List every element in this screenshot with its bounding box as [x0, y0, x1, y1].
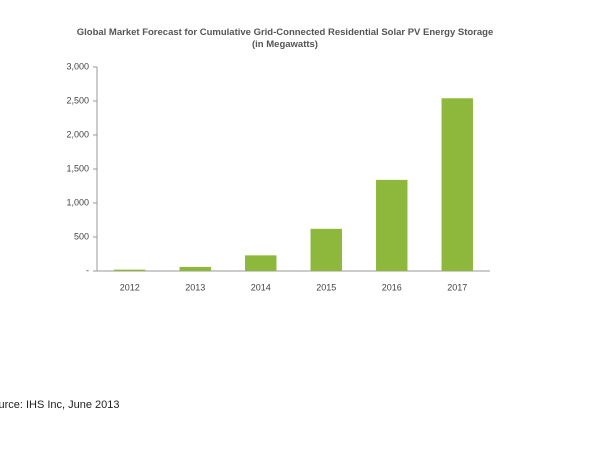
- x-tick-label: 2017: [447, 282, 467, 292]
- bar: [310, 228, 342, 271]
- x-tick-label: 2015: [316, 282, 336, 292]
- chart-title: Global Market Forecast for Cumulative Gr…: [76, 27, 494, 50]
- bar: [114, 269, 146, 271]
- y-tick-label: 2,500: [66, 95, 89, 105]
- bar: [441, 98, 473, 271]
- bar: [179, 266, 211, 271]
- x-tick-label: 2013: [185, 282, 205, 292]
- y-tick-label: 2,000: [66, 129, 89, 139]
- x-tick-label: 2014: [251, 282, 271, 292]
- bar: [376, 179, 408, 271]
- y-tick-label: 1,500: [66, 163, 89, 173]
- y-tick-label: 1,000: [66, 197, 89, 207]
- y-tick-label: -: [86, 265, 89, 275]
- bar: [245, 255, 277, 271]
- x-tick-label: 2016: [382, 282, 402, 292]
- source-note: Source: IHS Inc, June 2013: [0, 399, 120, 411]
- y-tick-label: 3,000: [66, 61, 89, 71]
- x-tick-label: 2012: [120, 282, 140, 292]
- y-tick-label: 500: [74, 231, 89, 241]
